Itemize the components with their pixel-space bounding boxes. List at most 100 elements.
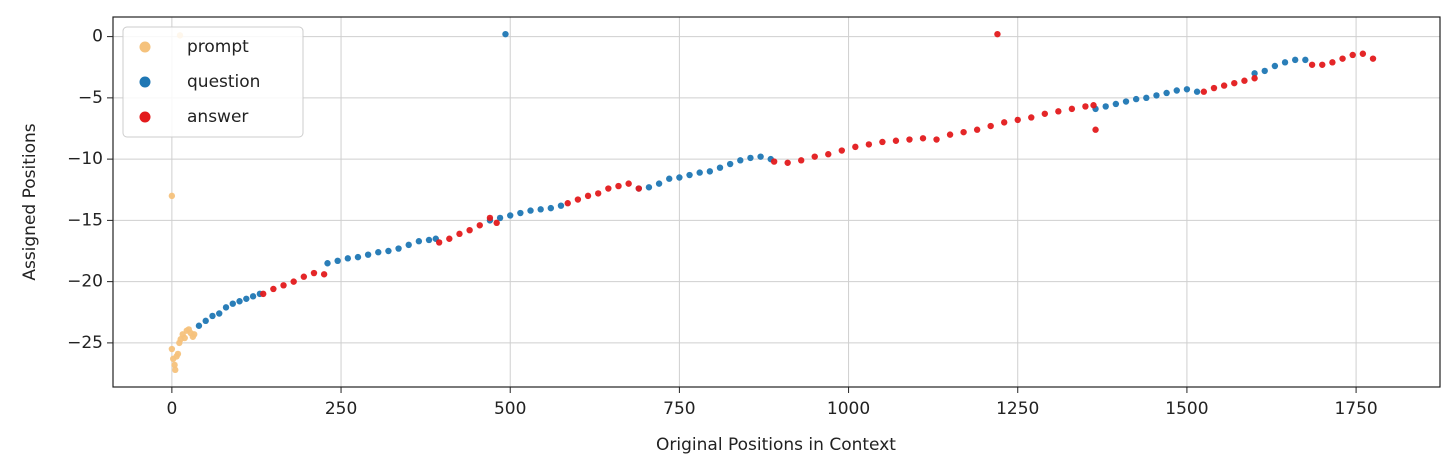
- point: [747, 154, 754, 162]
- point: [209, 312, 216, 320]
- point: [229, 300, 236, 307]
- point: [168, 345, 176, 353]
- y-axis-label: Assigned Positions: [20, 123, 40, 280]
- x-tick-label: 500: [494, 399, 526, 419]
- point: [1082, 103, 1089, 110]
- point: [1251, 75, 1258, 82]
- point: [547, 204, 555, 212]
- point: [280, 282, 287, 289]
- point: [706, 168, 714, 175]
- point: [1041, 110, 1049, 117]
- point: [1193, 88, 1201, 95]
- point: [537, 206, 544, 213]
- point: [625, 180, 632, 187]
- point: [1173, 87, 1180, 94]
- point: [181, 334, 188, 342]
- point: [395, 245, 402, 252]
- point: [879, 138, 886, 146]
- point: [324, 260, 331, 267]
- point: [1200, 88, 1208, 95]
- point: [466, 226, 473, 234]
- point: [797, 157, 805, 164]
- point: [517, 209, 524, 217]
- point: [770, 158, 778, 165]
- legend-marker: [139, 41, 151, 53]
- point: [1092, 126, 1099, 133]
- point: [564, 200, 571, 207]
- y-tick-label: −25: [67, 333, 103, 353]
- legend-box: [122, 26, 304, 138]
- x-tick-label: 1250: [996, 399, 1039, 419]
- point: [1231, 79, 1238, 87]
- point: [865, 141, 873, 148]
- point: [1339, 55, 1346, 62]
- point: [364, 251, 372, 258]
- point: [260, 290, 267, 298]
- point: [892, 137, 900, 144]
- point: [696, 169, 703, 176]
- point: [527, 207, 534, 214]
- point: [838, 147, 846, 154]
- point: [354, 253, 362, 261]
- point: [615, 182, 622, 190]
- point: [994, 30, 1001, 38]
- point: [236, 298, 243, 305]
- point: [645, 184, 653, 191]
- point: [1329, 59, 1336, 66]
- y-tick-label: −10: [67, 149, 103, 169]
- point: [726, 160, 734, 168]
- point: [1281, 59, 1289, 66]
- point: [811, 153, 818, 160]
- point: [216, 310, 223, 317]
- point: [1112, 100, 1120, 108]
- point: [476, 222, 483, 229]
- point: [172, 366, 179, 374]
- point: [195, 322, 203, 329]
- point: [1102, 103, 1109, 110]
- point: [655, 180, 663, 187]
- point: [435, 239, 443, 246]
- point: [1001, 119, 1008, 126]
- point: [425, 236, 433, 244]
- point: [456, 230, 463, 238]
- point: [1349, 51, 1356, 59]
- point: [1122, 98, 1130, 105]
- point: [1143, 94, 1150, 102]
- point: [493, 219, 500, 227]
- point: [1271, 62, 1279, 70]
- point: [594, 190, 602, 197]
- y-tick-label: 0: [92, 27, 103, 47]
- point: [716, 164, 724, 171]
- point: [243, 295, 250, 302]
- grid: [113, 17, 1440, 387]
- point: [310, 269, 318, 277]
- x-tick-label: 250: [325, 399, 357, 419]
- point: [1210, 84, 1218, 92]
- x-tick-label: 750: [663, 399, 695, 419]
- point: [222, 304, 230, 311]
- y-tick-label: −5: [78, 88, 103, 108]
- point: [1261, 67, 1268, 75]
- x-tick-label: 0: [166, 399, 177, 419]
- point: [557, 202, 565, 209]
- point: [344, 255, 352, 262]
- legend-label: answer: [187, 107, 248, 127]
- point: [249, 293, 257, 300]
- point: [300, 273, 308, 280]
- point: [405, 241, 412, 249]
- point: [290, 278, 297, 285]
- point: [507, 212, 514, 219]
- point: [906, 136, 913, 143]
- point: [960, 128, 967, 136]
- point: [737, 157, 744, 164]
- point: [502, 30, 509, 38]
- point: [1369, 55, 1377, 62]
- point: [1308, 61, 1316, 68]
- point: [605, 185, 612, 192]
- point: [486, 214, 494, 222]
- point: [1183, 86, 1191, 93]
- point: [933, 136, 940, 143]
- point: [171, 361, 178, 369]
- point: [946, 131, 954, 138]
